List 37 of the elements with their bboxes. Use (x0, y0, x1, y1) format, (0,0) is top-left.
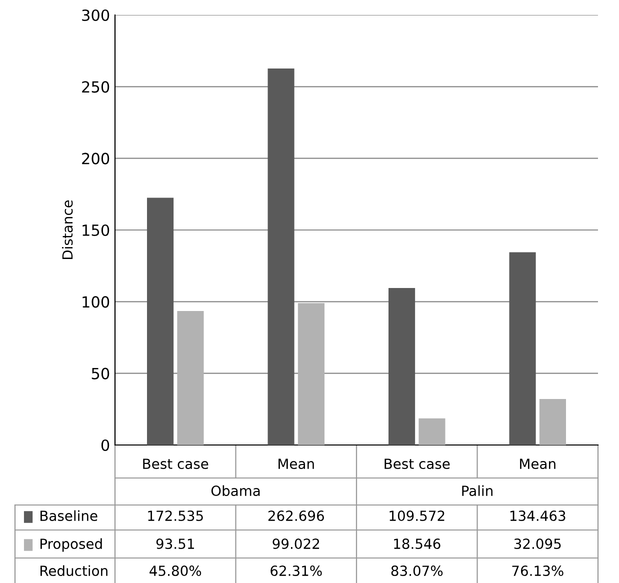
y-tick-label: 150 (82, 224, 110, 236)
text: Obama (211, 485, 260, 496)
data-label: 134.463 (510, 510, 566, 522)
y-tick-label: 250 (82, 81, 110, 93)
legend-label: Proposed (40, 538, 102, 552)
x-tick-label: Best case (143, 458, 208, 470)
bar (509, 252, 536, 445)
bar (388, 288, 416, 445)
text: 83.07% (391, 566, 443, 576)
y-tick-label: 300 (82, 9, 110, 22)
data-label: 32.095 (514, 538, 561, 550)
x-tick-label: Mean (520, 458, 556, 470)
y-tick-label: 100 (82, 296, 110, 308)
bar (298, 303, 324, 445)
data-label: 109.572 (390, 510, 444, 522)
bar (539, 398, 566, 445)
data-label: 262.696 (268, 510, 324, 522)
x-tick-label: Best case (384, 458, 450, 470)
text: 62.31% (270, 566, 322, 576)
y-tick-label: 0 (101, 439, 110, 452)
text: Reduction (40, 565, 108, 576)
bar (418, 418, 446, 445)
data-label: 93.51 (156, 538, 194, 550)
text: Palin (462, 485, 492, 496)
bar (147, 198, 174, 445)
y-tick-label: 200 (82, 152, 110, 164)
x-tick-label: Mean (278, 458, 314, 470)
bar (268, 68, 294, 445)
text: 76.13% (512, 566, 564, 576)
bar (177, 310, 204, 445)
text: 45.80% (150, 566, 202, 576)
data-label: 99.022 (272, 538, 320, 550)
y-tick-label: 50 (92, 368, 110, 380)
data-label: 18.546 (394, 538, 440, 550)
data-label: 172.535 (148, 510, 203, 522)
y-axis-title: Distance (62, 200, 73, 259)
legend-label: Baseline (40, 510, 98, 522)
